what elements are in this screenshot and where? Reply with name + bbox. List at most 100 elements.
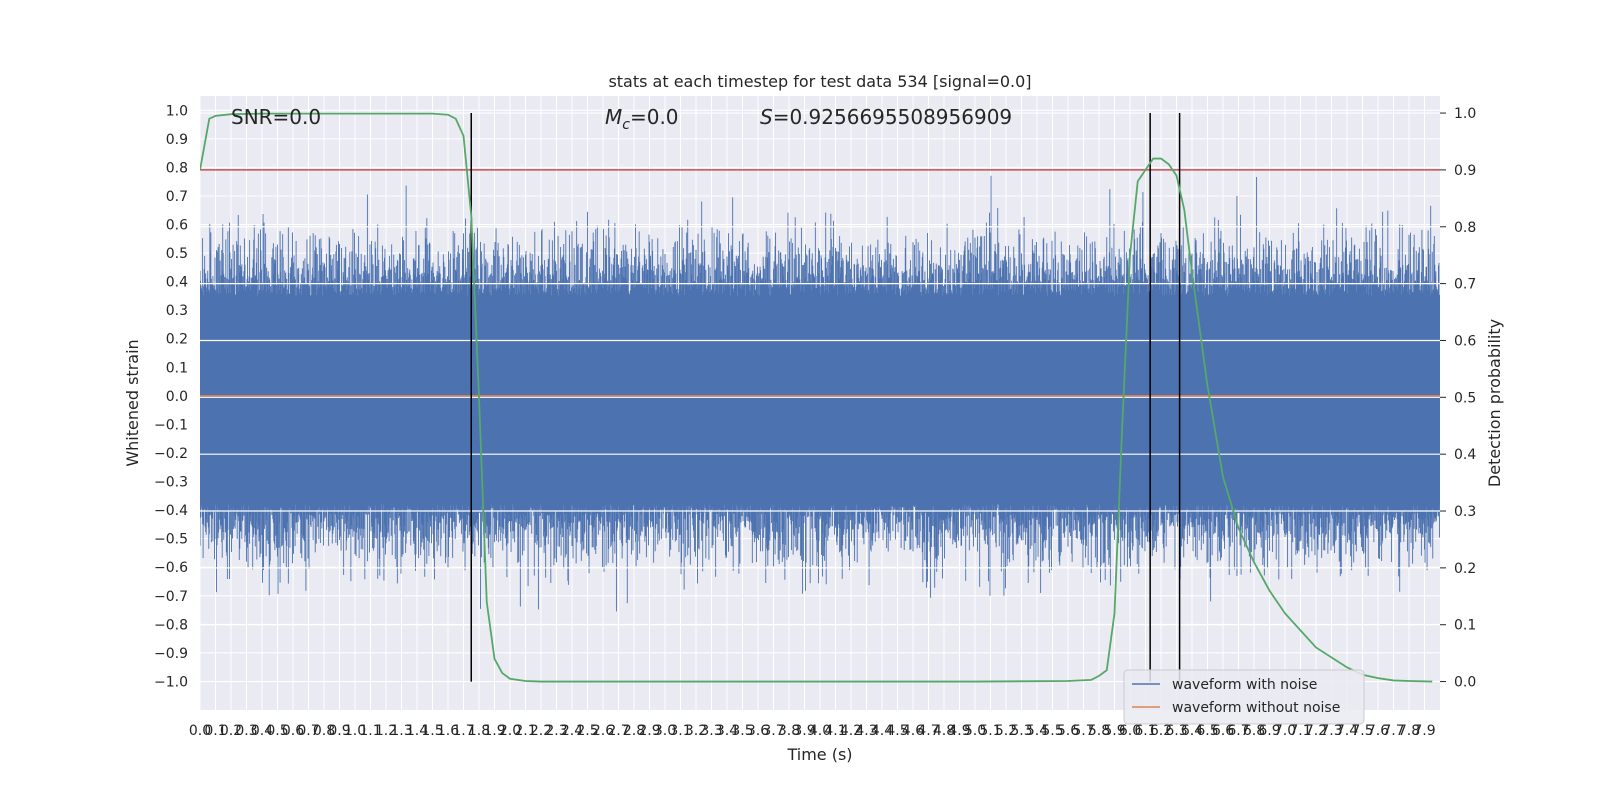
x-tick-label: 5.4 [1026,723,1048,739]
noise-core [200,295,1440,505]
right-tick-label: 0.8 [1454,220,1476,236]
x-tick-label: 4.0 [809,723,831,739]
x-tick-label: 4.1 [824,723,846,739]
s-symbol: S [760,105,773,129]
x-tick-label: 4.8 [933,723,955,739]
series-detection-probability [200,112,1433,683]
x-tick-label: 3.4 [716,723,738,739]
x-tick-label: 1.4 [406,723,428,739]
right-tick-label: 1.0 [1454,106,1476,122]
right-tick-label: 0.6 [1454,333,1476,349]
x-tick-label: 7.3 [1320,723,1342,739]
chirp-mass-annotation: Mc=0.0 [605,105,679,133]
x-tick-label: 1.1 [359,723,381,739]
x-tick-label: 0.1 [204,723,226,739]
x-tick-label: 0.2 [220,723,242,739]
x-tick-label: 3.2 [685,723,707,739]
x-tick-label: 0.4 [251,723,273,739]
legend-box [1123,669,1365,725]
left-tick-label: 0.6 [166,218,188,234]
x-tick-label: 1.8 [468,723,490,739]
x-tick-label: 4.5 [886,723,908,739]
y-axis-label-right: Detection probability [1485,319,1504,487]
x-tick-label: 4.3 [855,723,877,739]
series-waveform-with-noise [200,175,1440,612]
left-tick-label: 0.7 [166,189,188,205]
x-tick-label: 6.5 [1196,723,1218,739]
left-tick-label: 0.9 [166,132,188,148]
left-tick-label: 0.1 [166,360,188,376]
x-tick-label: 1.9 [483,723,505,739]
right-tick-label: 0.2 [1454,561,1476,577]
right-tick-label: 0.9 [1454,163,1476,179]
x-tick-label: 6.0 [1119,723,1141,739]
x-tick-label: 5.2 [995,723,1017,739]
left-tick-label: −0.8 [154,617,188,633]
x-tick-label: 5.7 [1072,723,1094,739]
x-tick-label: 1.6 [437,723,459,739]
x-tick-label: 2.5 [576,723,598,739]
x-tick-label: 5.0 [964,723,986,739]
x-tick-label: 1.5 [421,723,443,739]
x-tick-label: 3.1 [669,723,691,739]
x-tick-label: 0.8 [313,723,335,739]
x-tick-label: 7.5 [1351,723,1373,739]
x-tick-label: 3.5 [731,723,753,739]
x-tick-label: 6.1 [1134,723,1156,739]
x-tick-label: 1.7 [452,723,474,739]
x-tick-label: 6.6 [1212,723,1234,739]
x-tick-label: 7.7 [1382,723,1404,739]
left-tick-label: −0.1 [154,417,188,433]
left-tick-label: −0.9 [154,646,188,662]
left-tick-label: 1.0 [166,103,188,119]
left-tick-label: −0.7 [154,589,188,605]
y-axis-label-left: Whitened strain [123,339,142,466]
x-tick-label: 1.0 [344,723,366,739]
chirp-mass-symbol: M [605,105,622,129]
x-tick-label: 4.4 [871,723,893,739]
legend: waveform with noise waveform without noi… [1123,669,1365,725]
x-tick-label: 7.8 [1398,723,1420,739]
s-value: =0.9256695508956909 [773,105,1012,129]
right-tick-label: 0.7 [1454,277,1476,293]
x-tick-label: 0.6 [282,723,304,739]
left-tick-label: 0.4 [166,275,188,291]
x-tick-label: 4.7 [917,723,939,739]
x-tick-label: 6.7 [1227,723,1249,739]
x-tick-label: 4.9 [948,723,970,739]
chirp-mass-value: =0.0 [630,105,679,129]
x-tick-label: 5.8 [1088,723,1110,739]
x-tick-label: 0.5 [266,723,288,739]
right-tick-label: 0.4 [1454,447,1476,463]
left-tick-label: −0.3 [154,475,188,491]
left-tick-label: 0.8 [166,160,188,176]
left-tick-label: −1.0 [154,674,188,690]
x-tick-label: 5.5 [1041,723,1063,739]
x-tick-label: 6.2 [1150,723,1172,739]
x-tick-label: 3.8 [778,723,800,739]
x-tick-label: 3.6 [747,723,769,739]
x-tick-label: 7.0 [1274,723,1296,739]
x-tick-label: 3.7 [762,723,784,739]
x-tick-label: 0.3 [235,723,257,739]
x-tick-label: 3.3 [700,723,722,739]
right-axis-ticks: 1.0 0.9 0.8 0.7 0.6 0.5 0.4 0.3 0.2 0.1 0.0 [1440,106,1476,691]
left-tick-label: 0.3 [166,303,188,319]
right-tick-label: 0.5 [1454,390,1476,406]
x-axis-ticks: 0.00.10.20.30.40.50.60.70.80.91.01.11.21… [189,723,1436,739]
x-tick-label: 2.9 [638,723,660,739]
x-tick-label: 6.8 [1243,723,1265,739]
right-tick-label: 0.1 [1454,618,1476,634]
x-tick-label: 5.3 [1010,723,1032,739]
x-tick-label: 7.2 [1305,723,1327,739]
x-tick-label: 2.7 [607,723,629,739]
x-tick-label: 3.0 [654,723,676,739]
x-tick-label: 2.2 [530,723,552,739]
x-tick-label: 4.6 [902,723,924,739]
x-tick-label: 7.1 [1289,723,1311,739]
plot-content [200,112,1440,683]
left-tick-label: 0.2 [166,332,188,348]
left-axis-ticks: 1.0 0.9 0.8 0.7 0.6 0.5 0.4 0.3 0.2 0.1 0.0 −0.1 −0.… [154,103,188,690]
x-tick-label: 6.3 [1165,723,1187,739]
